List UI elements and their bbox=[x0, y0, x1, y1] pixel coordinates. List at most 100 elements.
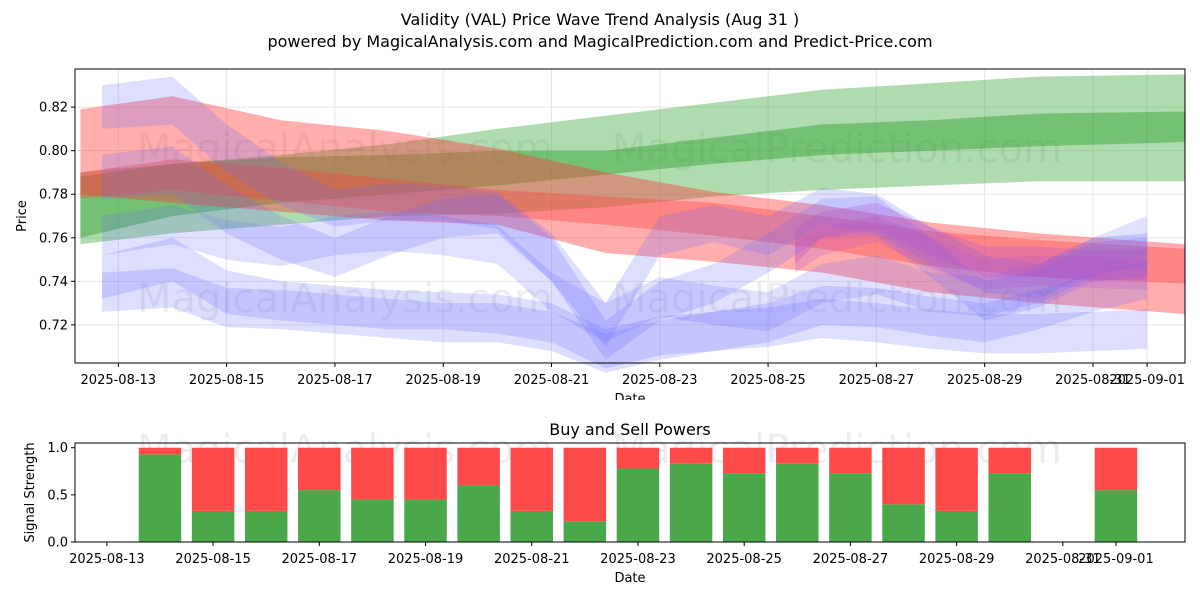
buy-power-bar bbox=[510, 510, 553, 542]
wave-band-blue-1 bbox=[102, 76, 1148, 347]
wave-band-red-wide bbox=[80, 96, 1185, 314]
sell-power-bar bbox=[351, 447, 394, 500]
buy-sell-x-tick-label: 2025-08-17 bbox=[282, 552, 358, 567]
price-y-tick-label: 0.72 bbox=[39, 318, 68, 333]
buy-power-bar bbox=[244, 510, 288, 542]
price-x-axis-label: Date bbox=[614, 392, 645, 400]
buy-sell-x-tick-label: 2025-08-25 bbox=[706, 552, 782, 567]
buy-sell-title: Buy and Sell Powers bbox=[549, 420, 711, 439]
price-x-tick-label: 2025-09-01 bbox=[1109, 373, 1185, 388]
price-grid bbox=[75, 69, 1185, 363]
sell-power-bar bbox=[298, 447, 341, 491]
price-x-tick-label: 2025-08-19 bbox=[405, 373, 481, 388]
sell-power-bar bbox=[191, 447, 235, 511]
price-x-tick-label: 2025-08-31 bbox=[1055, 373, 1131, 388]
price-y-tick-label: 0.76 bbox=[39, 231, 68, 246]
buy-power-bar bbox=[669, 463, 713, 542]
price-plot-frame bbox=[74, 68, 1186, 364]
chart-title: Validity (VAL) Price Wave Trend Analysis… bbox=[400, 10, 800, 29]
wave-band-green-wide bbox=[80, 74, 1185, 245]
price-x-tick-label: 2025-08-21 bbox=[514, 373, 590, 388]
price-y-tick-label: 0.80 bbox=[39, 144, 68, 159]
buy-power-bar bbox=[722, 473, 766, 542]
wave-band-blue-2 bbox=[102, 146, 1148, 360]
buy-power-bar bbox=[829, 473, 872, 542]
price-x-tick-label: 2025-08-25 bbox=[730, 373, 806, 388]
price-x-tick-label: 2025-08-15 bbox=[189, 373, 265, 388]
buy-sell-x-tick-label: 2025-08-29 bbox=[919, 552, 995, 567]
sell-power-bar bbox=[776, 447, 819, 464]
sell-power-bar bbox=[616, 447, 660, 469]
sell-power-bar bbox=[404, 447, 447, 500]
watermark-text: MagicalAnalysis.com bbox=[137, 126, 553, 172]
wave-band-purple-2 bbox=[795, 216, 1148, 290]
buy-power-bar bbox=[563, 521, 607, 542]
buy-power-bar bbox=[882, 504, 925, 542]
sell-power-bar bbox=[935, 447, 978, 511]
buy-power-bar bbox=[776, 463, 819, 542]
buy-sell-x-tick-label: 2025-08-23 bbox=[600, 552, 676, 567]
buy-sell-x-tick-label: 2025-08-21 bbox=[494, 552, 570, 567]
price-x-tick-label: 2025-08-13 bbox=[81, 373, 157, 388]
sell-power-bar bbox=[1094, 447, 1138, 491]
buy-sell-x-tick-label: 2025-08-27 bbox=[813, 552, 889, 567]
buy-sell-x-tick-label: 2025-08-31 bbox=[1025, 552, 1101, 567]
sell-power-bar bbox=[988, 447, 1031, 474]
price-y-tick-label: 0.82 bbox=[39, 101, 68, 116]
buy-sell-y-tick-label: 1.0 bbox=[47, 441, 68, 456]
sell-power-bar bbox=[138, 447, 182, 455]
buy-power-bar bbox=[616, 468, 660, 542]
chart-subtitle: powered by MagicalAnalysis.com and Magic… bbox=[267, 32, 933, 51]
wave-band-blue-5 bbox=[102, 205, 1148, 343]
buy-power-bar bbox=[1094, 490, 1138, 542]
buy-power-bar bbox=[351, 499, 394, 542]
sell-power-bar bbox=[669, 447, 713, 464]
sell-power-bar bbox=[563, 447, 607, 522]
buy-sell-x-tick-label: 2025-08-19 bbox=[388, 552, 464, 567]
wave-band-blue-4 bbox=[102, 259, 1148, 373]
buy-sell-axis-ticks: 0.0 0.5 1.0 2025-08-13 2025-08-15 2025-08-17 2… bbox=[47, 441, 1153, 567]
price-y-tick-label: 0.74 bbox=[39, 275, 68, 290]
buy-sell-y-tick-label: 0.5 bbox=[47, 488, 68, 503]
buy-power-bar bbox=[404, 499, 447, 542]
price-watermarks: MagicalAnalysis.com MagicalPrediction.com… bbox=[137, 126, 1062, 322]
buy-sell-y-tick-label: 0.0 bbox=[47, 536, 68, 551]
price-y-tick-label: 0.78 bbox=[39, 188, 68, 203]
buy-sell-x-axis-label: Date bbox=[614, 571, 645, 586]
wave-band-purple-1 bbox=[795, 202, 1148, 282]
price-x-tick-label: 2025-08-29 bbox=[947, 373, 1023, 388]
wave-band-red-narrow bbox=[80, 159, 1185, 284]
buy-power-bar bbox=[988, 473, 1031, 542]
watermark-text: MagicalPrediction.com bbox=[612, 126, 1062, 172]
price-axis-ticks: 0.72 0.74 0.76 0.78 0.80 0.82 2025-08-13 2025-0… bbox=[39, 101, 1185, 388]
sell-power-bar bbox=[829, 447, 872, 474]
buy-sell-y-axis-label: Signal Strength bbox=[23, 442, 38, 542]
buy-power-bar bbox=[191, 510, 235, 542]
buy-power-bar bbox=[457, 485, 500, 542]
price-x-tick-label: 2025-08-17 bbox=[297, 373, 373, 388]
wave-band-green-narrow bbox=[80, 111, 1185, 238]
buy-sell-x-tick-label: 2025-08-15 bbox=[175, 552, 251, 567]
price-wave-chart: MagicalAnalysis.com MagicalPrediction.com… bbox=[15, 68, 1186, 400]
buy-sell-bars bbox=[138, 447, 1138, 542]
price-x-tick-label: 2025-08-23 bbox=[622, 373, 698, 388]
price-x-tick-label: 2025-08-27 bbox=[839, 373, 915, 388]
sell-power-bar bbox=[510, 447, 553, 511]
buy-sell-x-tick-label: 2025-08-13 bbox=[69, 552, 145, 567]
wave-band-blue-3 bbox=[102, 237, 1148, 369]
price-y-axis-label: Price bbox=[15, 200, 30, 232]
price-series-group bbox=[80, 74, 1185, 373]
buy-power-bar bbox=[935, 510, 978, 542]
sell-power-bar bbox=[722, 447, 766, 474]
buy-sell-x-tick-label: 2025-09-01 bbox=[1078, 552, 1154, 567]
sell-power-bar bbox=[457, 447, 500, 486]
buy-power-bar bbox=[298, 490, 341, 542]
watermark-text: MagicalAnalysis.com bbox=[137, 276, 553, 322]
watermark-text: MagicalPrediction.com bbox=[612, 276, 1062, 322]
buy-sell-chart: Buy and Sell Powers MagicalAnalysis.comM… bbox=[23, 420, 1186, 586]
sell-power-bar bbox=[244, 447, 288, 511]
buy-power-bar bbox=[138, 454, 182, 542]
sell-power-bar bbox=[882, 447, 925, 505]
buy-sell-plot-frame bbox=[74, 442, 1186, 543]
